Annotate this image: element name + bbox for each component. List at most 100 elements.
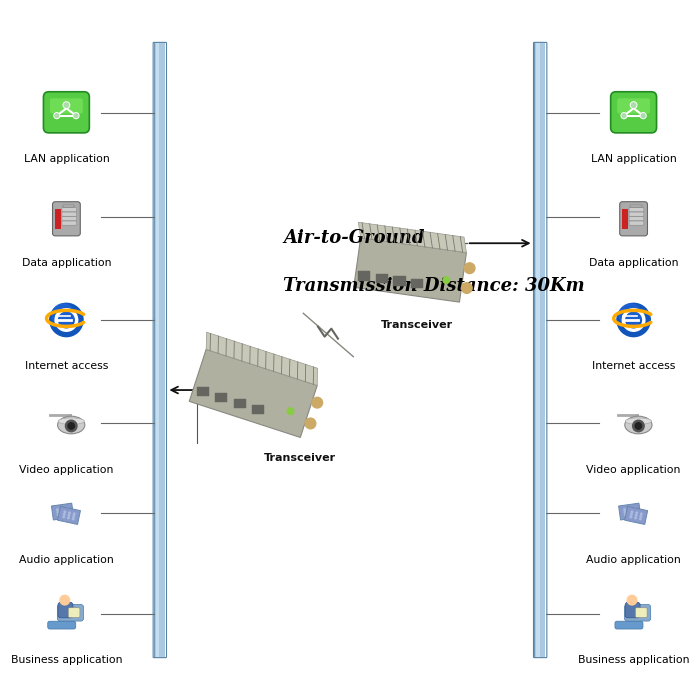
Circle shape <box>68 517 69 519</box>
Circle shape <box>73 113 79 118</box>
Circle shape <box>60 595 69 605</box>
Circle shape <box>74 513 75 514</box>
Polygon shape <box>189 349 317 438</box>
Text: Air-to-Ground: Air-to-Ground <box>284 229 425 246</box>
Circle shape <box>631 103 636 107</box>
Circle shape <box>64 514 65 515</box>
Circle shape <box>69 512 70 514</box>
Circle shape <box>67 512 69 514</box>
Circle shape <box>63 516 64 518</box>
FancyBboxPatch shape <box>631 205 642 207</box>
Circle shape <box>636 514 637 516</box>
Text: Business application: Business application <box>578 655 690 665</box>
Circle shape <box>635 423 642 429</box>
Circle shape <box>629 513 631 515</box>
Circle shape <box>52 304 74 326</box>
FancyBboxPatch shape <box>62 212 77 216</box>
Circle shape <box>634 508 635 509</box>
Circle shape <box>634 512 636 514</box>
Circle shape <box>68 423 74 429</box>
FancyBboxPatch shape <box>393 276 405 286</box>
Circle shape <box>305 418 316 429</box>
FancyBboxPatch shape <box>615 621 643 629</box>
Text: Video application: Video application <box>587 465 681 475</box>
Polygon shape <box>354 238 466 302</box>
Polygon shape <box>624 506 648 524</box>
Text: Data application: Data application <box>589 258 678 268</box>
FancyBboxPatch shape <box>620 202 648 236</box>
Text: Business application: Business application <box>10 655 122 665</box>
Circle shape <box>629 511 631 512</box>
FancyBboxPatch shape <box>57 605 83 621</box>
Text: Audio application: Audio application <box>19 555 114 565</box>
Circle shape <box>63 102 69 108</box>
FancyBboxPatch shape <box>154 43 156 657</box>
Circle shape <box>620 304 642 326</box>
Polygon shape <box>51 503 74 520</box>
Polygon shape <box>206 332 318 386</box>
Circle shape <box>641 114 645 118</box>
Text: Internet access: Internet access <box>592 361 675 371</box>
Circle shape <box>74 114 78 118</box>
FancyBboxPatch shape <box>411 279 423 288</box>
Circle shape <box>62 511 64 512</box>
Polygon shape <box>619 503 641 520</box>
Circle shape <box>443 276 449 284</box>
FancyBboxPatch shape <box>215 393 228 402</box>
FancyBboxPatch shape <box>55 209 61 229</box>
FancyBboxPatch shape <box>534 43 537 657</box>
FancyBboxPatch shape <box>63 205 74 207</box>
Text: Video application: Video application <box>19 465 113 475</box>
Circle shape <box>73 516 74 517</box>
FancyBboxPatch shape <box>536 43 540 657</box>
Circle shape <box>631 514 632 515</box>
Circle shape <box>633 420 644 432</box>
Circle shape <box>631 511 633 512</box>
FancyBboxPatch shape <box>610 92 657 133</box>
Circle shape <box>64 511 66 512</box>
FancyBboxPatch shape <box>629 207 644 212</box>
FancyBboxPatch shape <box>358 272 370 281</box>
FancyBboxPatch shape <box>624 605 651 621</box>
Ellipse shape <box>625 416 652 434</box>
FancyBboxPatch shape <box>50 98 83 113</box>
FancyBboxPatch shape <box>48 621 76 629</box>
Text: Transceiver: Transceiver <box>381 320 453 330</box>
FancyBboxPatch shape <box>234 399 246 408</box>
Circle shape <box>624 512 626 513</box>
FancyBboxPatch shape <box>155 43 159 657</box>
FancyBboxPatch shape <box>69 608 80 617</box>
FancyBboxPatch shape <box>155 43 164 657</box>
Text: Internet access: Internet access <box>25 361 108 371</box>
FancyBboxPatch shape <box>62 216 77 221</box>
Circle shape <box>640 518 641 519</box>
FancyBboxPatch shape <box>625 602 640 618</box>
Circle shape <box>62 508 63 510</box>
Polygon shape <box>57 506 80 524</box>
Circle shape <box>630 516 631 518</box>
FancyBboxPatch shape <box>617 98 650 113</box>
Polygon shape <box>358 222 466 253</box>
Text: Data application: Data application <box>22 258 111 268</box>
Circle shape <box>312 398 323 408</box>
FancyBboxPatch shape <box>52 202 80 236</box>
Circle shape <box>461 283 472 293</box>
Circle shape <box>72 518 74 519</box>
Circle shape <box>622 114 626 118</box>
Circle shape <box>629 508 630 510</box>
Circle shape <box>621 113 627 118</box>
Circle shape <box>287 408 294 414</box>
Circle shape <box>627 595 637 605</box>
Text: Transmission Distance: 30Km: Transmission Distance: 30Km <box>284 276 585 295</box>
Circle shape <box>631 102 637 108</box>
Circle shape <box>640 513 642 514</box>
FancyBboxPatch shape <box>197 386 209 396</box>
Text: Audio application: Audio application <box>586 555 681 565</box>
FancyBboxPatch shape <box>62 207 77 212</box>
FancyBboxPatch shape <box>376 274 388 284</box>
FancyBboxPatch shape <box>536 43 545 657</box>
Ellipse shape <box>625 418 652 424</box>
FancyBboxPatch shape <box>622 209 628 229</box>
Circle shape <box>640 113 646 118</box>
Circle shape <box>624 509 625 510</box>
